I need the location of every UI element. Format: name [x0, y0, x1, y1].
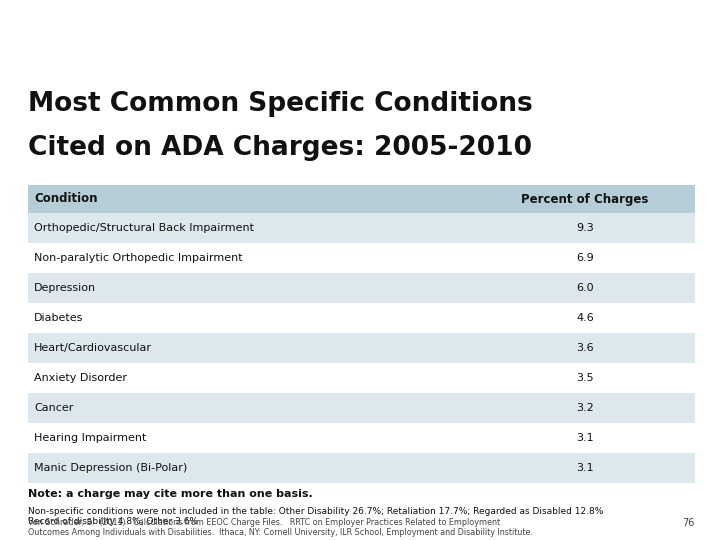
FancyBboxPatch shape: [28, 213, 695, 243]
FancyBboxPatch shape: [28, 453, 695, 483]
Text: ILR School: ILR School: [90, 31, 144, 41]
Text: Cornell University: Cornell University: [90, 11, 209, 24]
Text: Percent of Charges: Percent of Charges: [521, 192, 649, 206]
Text: 76: 76: [683, 518, 695, 528]
FancyBboxPatch shape: [28, 273, 695, 303]
FancyBboxPatch shape: [28, 303, 695, 333]
FancyBboxPatch shape: [28, 393, 695, 423]
FancyBboxPatch shape: [28, 363, 695, 393]
Text: Note: a charge may cite more than one basis.: Note: a charge may cite more than one ba…: [28, 489, 312, 499]
Text: 6.9: 6.9: [576, 253, 594, 263]
Text: Cancer: Cancer: [34, 403, 73, 413]
Text: 3.1: 3.1: [576, 433, 594, 443]
Text: Non-paralytic Orthopedic Impairment: Non-paralytic Orthopedic Impairment: [34, 253, 243, 263]
Text: Hearing Impairment: Hearing Impairment: [34, 433, 146, 443]
Text: Diabetes: Diabetes: [34, 313, 84, 323]
Text: Condition: Condition: [34, 192, 97, 206]
Text: 3.1: 3.1: [576, 463, 594, 473]
Text: 3.5: 3.5: [576, 373, 594, 383]
Text: 4.6: 4.6: [576, 313, 594, 323]
FancyBboxPatch shape: [28, 423, 695, 453]
FancyBboxPatch shape: [28, 333, 695, 363]
Text: Employment and Disability Institute: Employment and Disability Institute: [90, 49, 266, 59]
Text: Most Common Specific Conditions: Most Common Specific Conditions: [28, 91, 533, 117]
Text: Manic Depression (Bi-Polar): Manic Depression (Bi-Polar): [34, 463, 187, 473]
Text: 3.2: 3.2: [576, 403, 594, 413]
Text: Orthopedic/Structural Back Impairment: Orthopedic/Structural Back Impairment: [34, 223, 254, 233]
Circle shape: [24, 9, 80, 65]
Text: Non-specific conditions were not included in the table: Other Disability 26.7%; : Non-specific conditions were not include…: [28, 507, 603, 526]
FancyBboxPatch shape: [28, 243, 695, 273]
Text: 9.3: 9.3: [576, 223, 594, 233]
Text: Depression: Depression: [34, 283, 96, 293]
Text: Heart/Cardiovascular: Heart/Cardiovascular: [34, 343, 152, 353]
Text: 3.6: 3.6: [576, 343, 594, 353]
Text: Von Schrader, S.  (2011).  Calculations from EEOC Charge Files.   RRTC on Employ: Von Schrader, S. (2011). Calculations fr…: [28, 518, 533, 537]
Text: Anxiety Disorder: Anxiety Disorder: [34, 373, 127, 383]
Text: 6.0: 6.0: [576, 283, 594, 293]
Text: Cited on ADA Charges: 2005-2010: Cited on ADA Charges: 2005-2010: [28, 135, 532, 161]
FancyBboxPatch shape: [28, 185, 695, 213]
